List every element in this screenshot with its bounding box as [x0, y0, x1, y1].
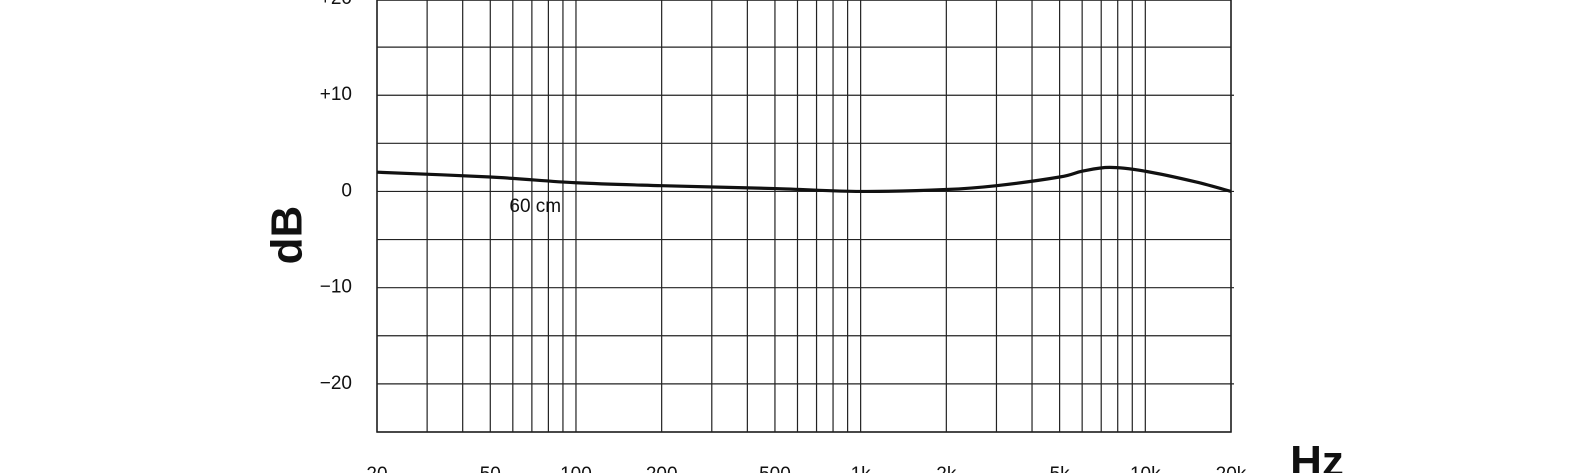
- y-tick-label: −10: [320, 277, 352, 298]
- x-tick-label: 5k: [1050, 464, 1071, 473]
- y-tick-label: 0: [341, 180, 352, 201]
- x-tick-label: 500: [759, 464, 791, 473]
- x-tick-label: 20: [366, 464, 387, 473]
- x-tick-label: 200: [646, 464, 678, 473]
- x-tick-label: 1k: [851, 464, 872, 473]
- plot-frame: [376, 0, 1232, 433]
- y-tick-label: +20: [320, 0, 352, 9]
- x-tick-label: 100: [560, 464, 592, 473]
- x-tick-label: 10k: [1130, 464, 1161, 473]
- y-axis-label: dB: [263, 206, 312, 265]
- x-tick-label: 2k: [936, 464, 957, 473]
- curve-annotation: 60 cm: [509, 196, 561, 217]
- y-tick-label: −20: [320, 373, 352, 394]
- response-curve: [376, 165, 1232, 194]
- x-tick-label: 20k: [1216, 464, 1247, 473]
- x-axis-label: Hz: [1290, 437, 1344, 473]
- x-tick-label: 50: [480, 464, 501, 473]
- y-tick-label: +10: [320, 84, 352, 105]
